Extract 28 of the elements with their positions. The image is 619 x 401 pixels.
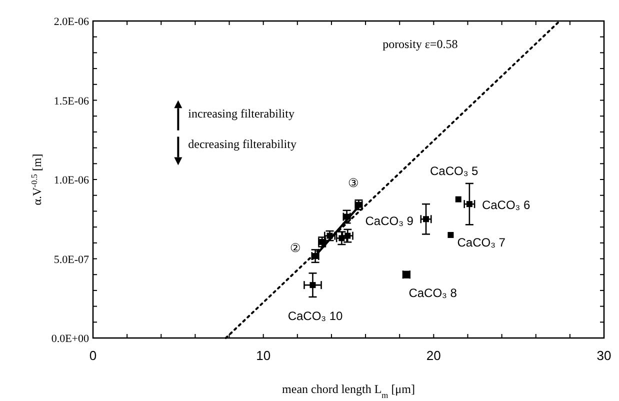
y-tick-label: 1.0E-06 — [54, 174, 90, 186]
annotation: ② — [290, 240, 302, 255]
point — [310, 282, 316, 288]
point — [403, 272, 410, 278]
point — [455, 196, 462, 202]
x-tick-label: 20 — [426, 348, 441, 363]
annotation: CaCO₃ 9 — [365, 214, 414, 228]
point — [448, 232, 454, 238]
y-tick-label: 1.5E-06 — [54, 95, 90, 108]
annotation: CaCO₃ 10 — [288, 309, 344, 324]
annotation: porosity ε=0.58 — [382, 36, 458, 51]
annotation: decreasing filterability — [188, 136, 296, 151]
x-tick-label: 30 — [596, 348, 612, 363]
annotation: CaCO₃ 6 — [482, 198, 530, 212]
point — [344, 232, 351, 239]
y-tick-label: 5.0E-07 — [54, 254, 90, 266]
annotation: CaCO₃ 5 — [430, 164, 479, 178]
annotation: ③ — [348, 176, 360, 190]
point — [466, 201, 472, 208]
y-tick-label: 0.0E+00 — [51, 333, 90, 345]
y-tick-label: 2.0E-06 — [54, 16, 90, 28]
annotation: CaCO₃ 8 — [408, 286, 458, 300]
x-tick-label: 10 — [256, 348, 271, 363]
x-axis-title: mean chord length L$_{m}$ [μm] — [282, 382, 415, 400]
annotation: increasing filterability — [188, 106, 294, 121]
point — [423, 216, 429, 222]
annotation: CaCO₃ 7 — [457, 235, 506, 250]
x-tick-label: 0 — [89, 348, 97, 363]
